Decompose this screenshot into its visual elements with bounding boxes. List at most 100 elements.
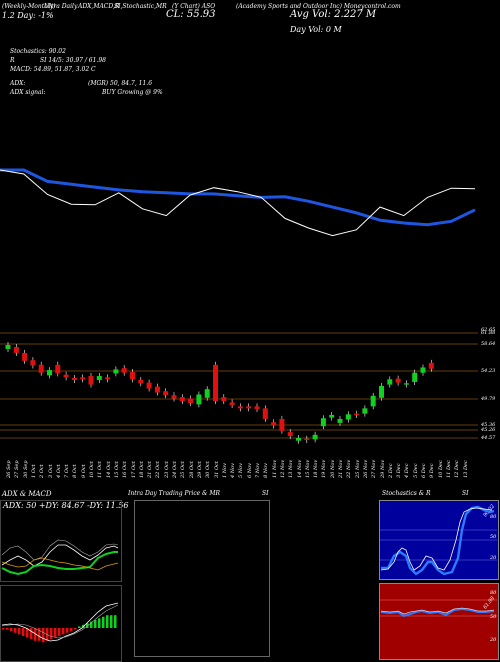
header-tab-stoch[interactable]: SI,Stochastic,MR [114,3,167,10]
candle [96,376,102,380]
candle [246,406,252,409]
candle [55,364,61,374]
candle [188,398,194,404]
candle [179,397,185,402]
candle [312,434,318,440]
si-level-80: 80 [490,590,497,596]
adx-panel [0,500,122,582]
candle [262,408,268,419]
candle [337,418,343,423]
header-tab-ychart[interactable]: (Y Chart) ASO [172,3,216,10]
candle [354,413,360,415]
candle [5,345,11,349]
header-tab-adx[interactable]: ADX,MACD,R [78,3,120,10]
adx-label: ADX: [10,80,26,87]
candle [80,377,86,380]
candle [63,374,69,378]
price-level-label: 45.26 [481,427,496,433]
macd-histogram-bar [54,628,57,638]
stoch-level-80: 80 [490,514,497,520]
header-tab-weekly[interactable]: (Weekly-Monthly) [2,3,56,10]
candle [130,372,135,380]
candle [105,377,111,380]
stoch-level-20: 20 [490,555,497,561]
moving-average-line [0,168,476,227]
si-level-20: 20 [490,637,497,643]
candle [38,364,44,373]
si-value: SI 14/5: 30.97 / 61.98 [40,57,106,64]
candle [30,360,36,366]
stochastics-value: Stochastics: 90.02 [10,48,66,55]
buy-signal: BUY Growing @ 9% [102,89,163,96]
candle [154,386,160,393]
day-change: 1.2 Day: -1% [2,11,54,20]
top-level-label: 62.65 [481,327,496,333]
avg-volume: Avg Vol: 2.227 M [290,9,377,20]
macd-value: MACD: 54.89, 51.87, 3.02 C [10,66,96,73]
candle [138,379,144,384]
header-tab-company[interactable]: (Academy Sports and Outdoor Inc) Moneyco… [236,3,401,10]
macd-histogram-bar [102,616,105,628]
candle [287,432,293,437]
macd-histogram-bar [70,628,73,632]
candle [146,382,152,389]
candle [279,418,285,431]
candle [403,383,409,385]
candle [196,394,202,405]
candle [362,408,368,414]
intra-si-label: SI [262,490,269,497]
macd-histogram-bar [94,620,97,628]
candle [329,414,335,418]
macd-histogram-bar [6,628,9,630]
price-line [0,169,476,237]
candle [387,379,393,385]
candle [221,397,227,402]
macd-histogram-bar [78,626,81,628]
candle [296,438,301,441]
candle [237,406,243,409]
price-level-label: 54.23 [481,368,496,374]
header-tab-ultra[interactable]: Ultra Daily [44,3,78,10]
day-volume: Day Vol: 0 M [290,25,342,34]
macd-histogram-bar [90,621,93,628]
candle [395,378,401,383]
macd-histogram-bar [22,628,25,636]
candle [113,369,119,374]
candle [254,406,260,410]
candle [428,362,434,369]
candle [163,391,169,396]
macd-histogram-bar [42,628,45,643]
candle [412,372,418,382]
macd-histogram-bar [38,628,41,641]
adx-panel-title: ADX & MACD [2,490,52,498]
price-level-label: 49.79 [481,396,496,402]
macd-histogram-bar [14,628,17,633]
candle [379,385,384,398]
macd-histogram-bar [50,628,53,640]
candle [88,376,94,385]
macd-histogram-bar [10,628,13,632]
macd-histogram-bar [106,615,109,628]
macd-histogram-bar [34,628,37,641]
candle [213,364,218,402]
macd-histogram-bar [30,628,33,640]
price-level-label: 44.57 [481,435,496,441]
candle [420,367,426,373]
candle [271,422,277,426]
mgr-value: (MGR) 50, 84.7, 11.6 [88,80,153,87]
intraday-panel [134,500,270,657]
macd-histogram-bar [86,623,89,628]
price-level-label: 61.88 [481,330,496,336]
price-level-label: 45.36 [481,422,496,428]
candle [13,346,19,353]
close-price: CL: 55.93 [166,9,216,20]
macd-histogram-bar [2,628,5,630]
candle [121,368,127,373]
macd-histogram-bar [18,628,21,635]
macd-histogram-bar [114,615,117,628]
macd-histogram-bar [66,628,69,633]
macd-histogram-bar [74,628,77,630]
si-level-50: 50 [490,614,497,620]
